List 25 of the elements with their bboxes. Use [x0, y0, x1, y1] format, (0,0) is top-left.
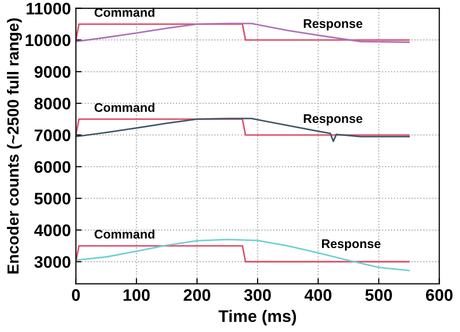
y-tick-label: 7000: [34, 129, 70, 142]
x-tick-label: 500: [365, 289, 392, 301]
annotation: Response: [304, 114, 362, 126]
annotation: Command: [94, 102, 154, 112]
y-tick-label: 9000: [34, 66, 70, 78]
x-tick-label: 200: [184, 289, 210, 301]
y-tick-label: 4000: [34, 224, 70, 236]
y-tick-label: 6000: [34, 161, 70, 173]
x-tick-label: 300: [244, 289, 271, 301]
annotation: Command: [94, 229, 154, 239]
y-tick-label: 11000: [26, 2, 70, 15]
y-tick-label: 5000: [34, 192, 70, 205]
x-tick-label: 0: [72, 289, 80, 301]
y-tick-label: 3000: [34, 256, 70, 268]
annotation: Response: [322, 239, 381, 251]
y-tick-label: 8000: [34, 98, 70, 110]
annotation: Command: [94, 8, 154, 17]
annotation: Response: [304, 19, 362, 30]
x-tick-label: 400: [304, 289, 332, 301]
x-axis-title: Time (ms): [218, 310, 296, 326]
x-tick-label: 600: [426, 289, 453, 301]
x-tick-label: 100: [124, 289, 150, 301]
y-axis-title: Encoder counts (~2500 full range): [6, 18, 22, 274]
y-tick-label: 10000: [26, 34, 70, 46]
line-series: [76, 238, 410, 272]
